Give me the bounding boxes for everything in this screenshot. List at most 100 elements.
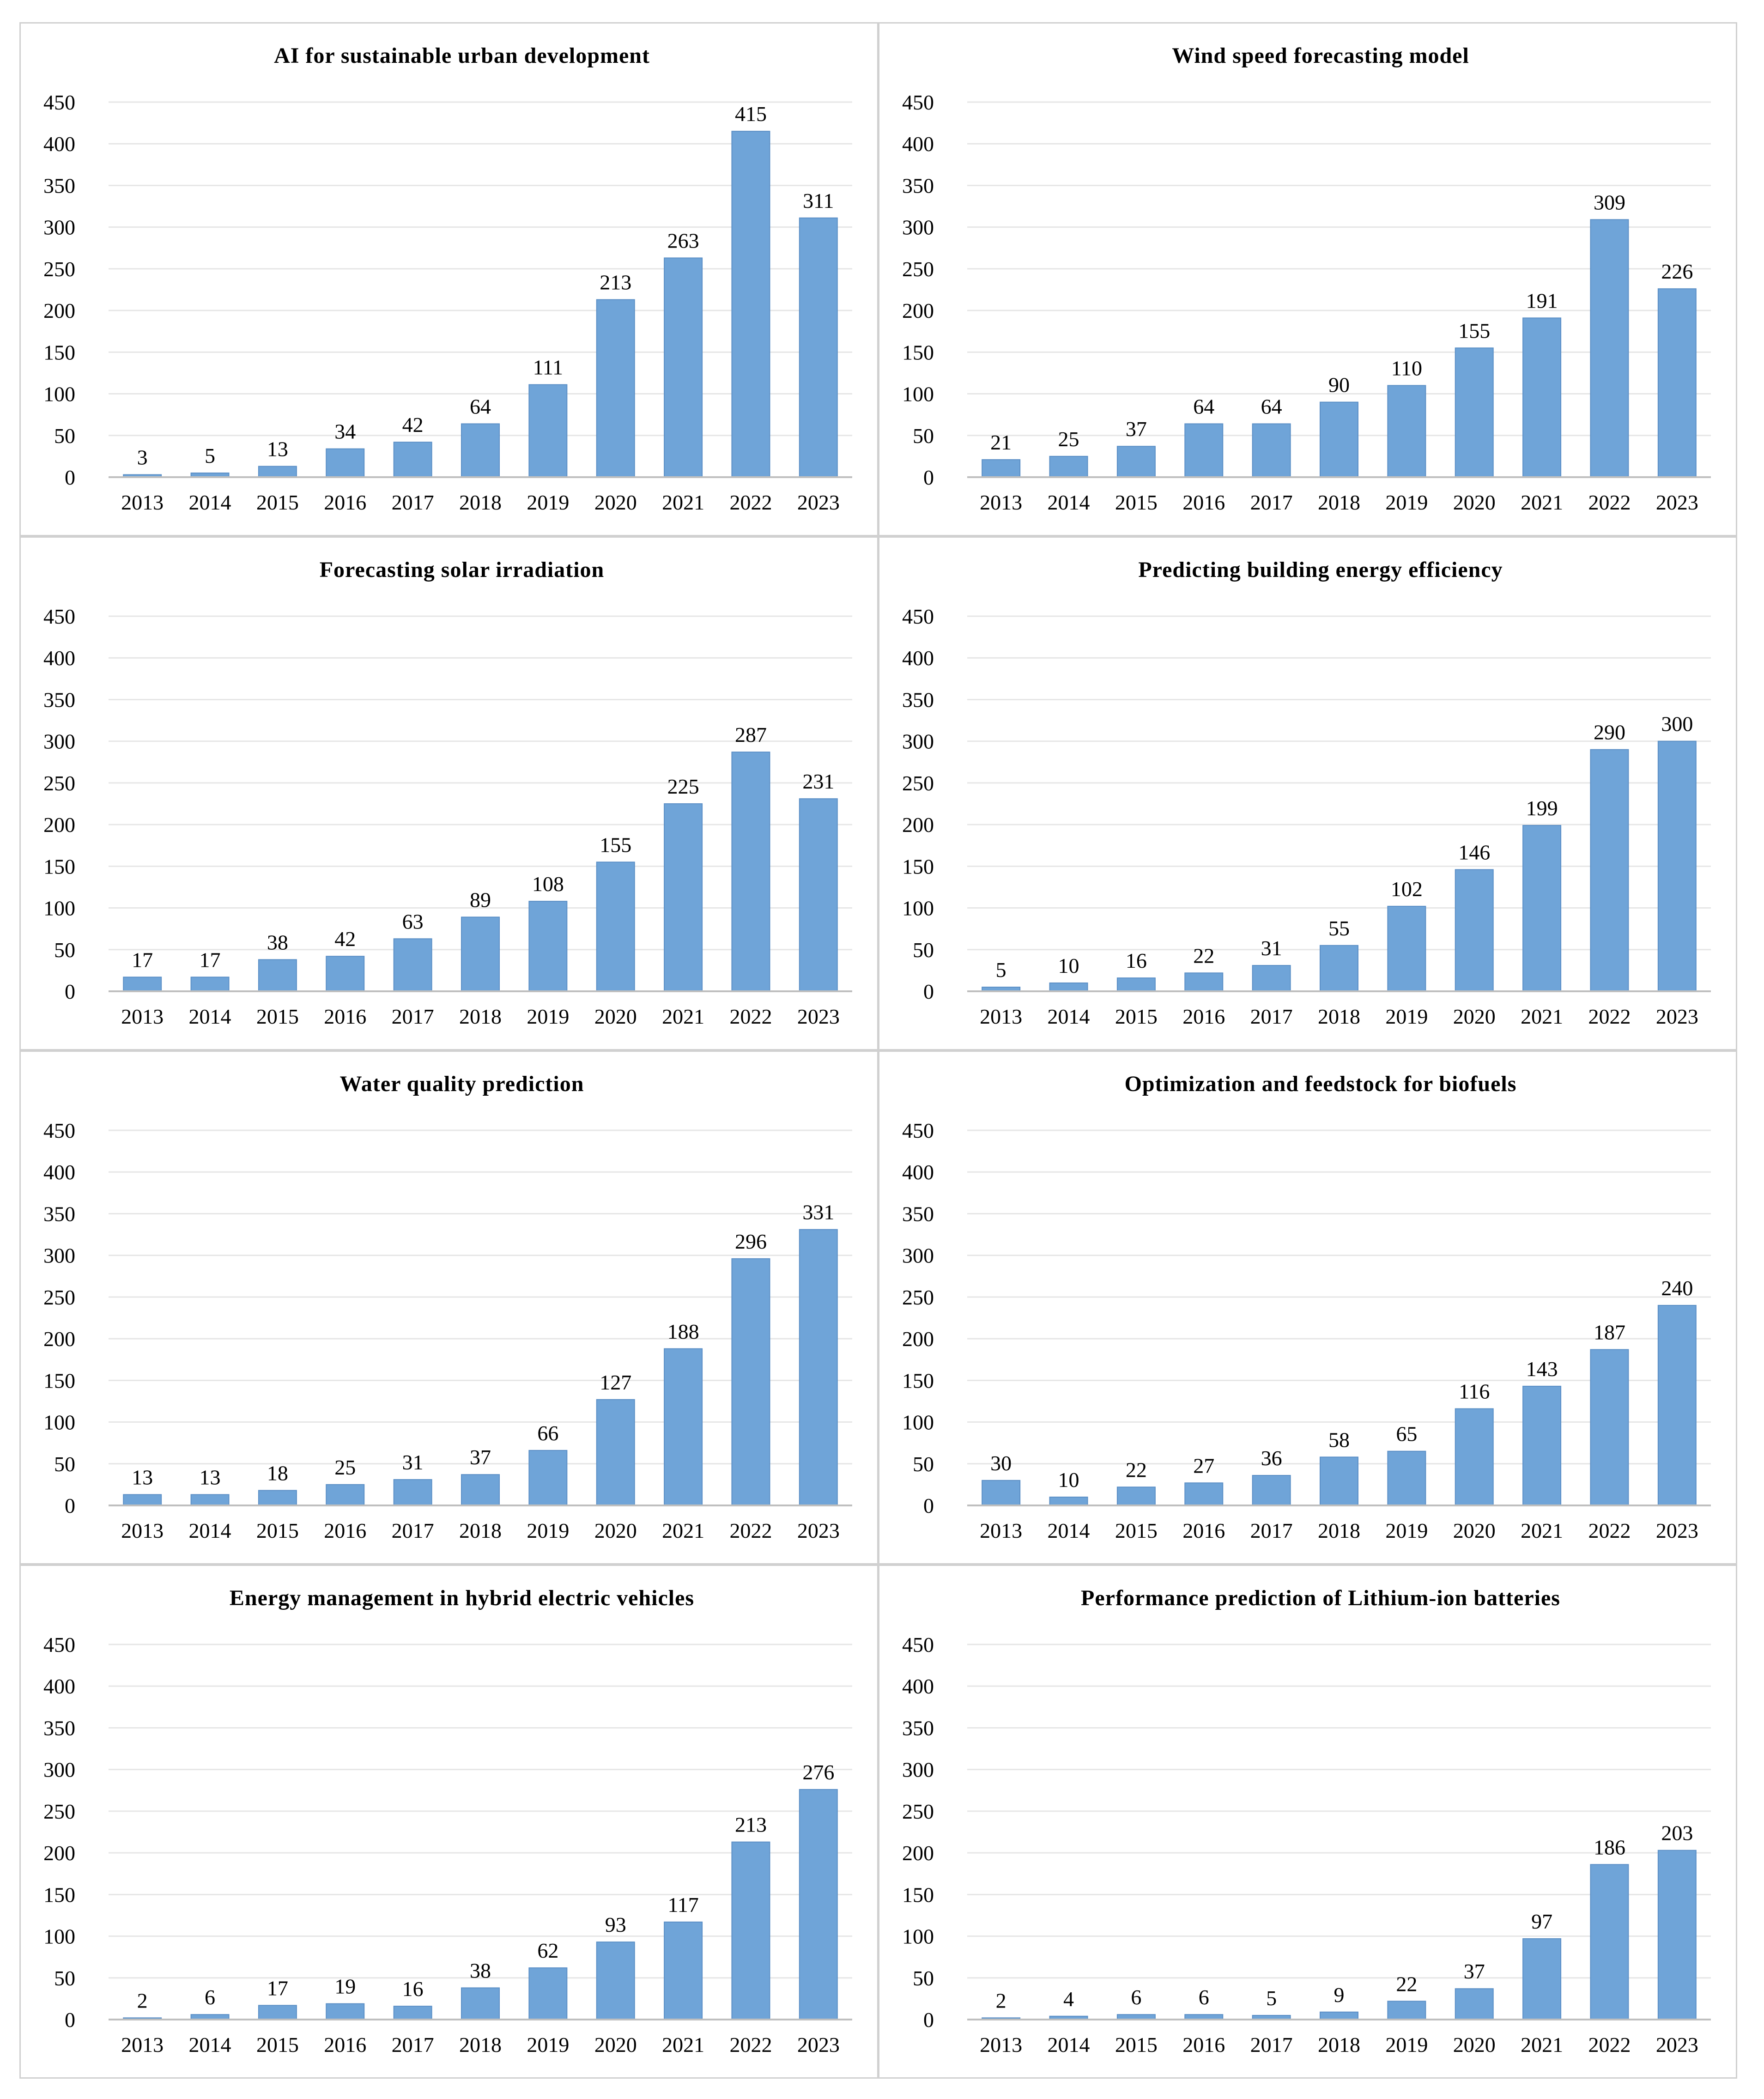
- y-tick-label: 300: [43, 1758, 75, 1782]
- data-label: 31: [402, 1450, 424, 1474]
- data-label: 117: [667, 1893, 698, 1917]
- data-label: 116: [1459, 1380, 1490, 1403]
- bar: [1387, 905, 1426, 992]
- x-tick-label: 2015: [256, 2033, 299, 2057]
- y-tick-label: 0: [923, 466, 934, 489]
- bar: [1522, 317, 1562, 478]
- data-label: 36: [1261, 1446, 1282, 1470]
- x-tick-label: 2023: [1656, 1005, 1698, 1028]
- y-tick-label: 100: [902, 1411, 934, 1434]
- x-tick-label: 2018: [1318, 1005, 1360, 1028]
- x-tick-label: 2016: [1182, 1005, 1225, 1028]
- data-label: 16: [1126, 949, 1147, 972]
- y-tick-label: 100: [902, 897, 934, 920]
- data-label: 287: [735, 723, 767, 746]
- data-label: 37: [470, 1445, 491, 1469]
- y-tick-label: 350: [902, 688, 934, 711]
- chart-panel: AI for sustainable urban development 0 50 1…: [19, 22, 879, 536]
- chart-title: Performance prediction of Lithium-ion ba…: [1081, 1586, 1560, 1610]
- x-tick-label: 2013: [980, 491, 1022, 514]
- y-tick-label: 200: [43, 813, 75, 837]
- x-tick-label: 2019: [527, 1005, 569, 1028]
- y-tick-label: 150: [902, 855, 934, 878]
- x-tick-label: 2020: [1453, 1005, 1496, 1028]
- data-label: 13: [267, 437, 288, 461]
- y-tick-label: 400: [902, 646, 934, 670]
- bar: [596, 861, 635, 992]
- bar: [1522, 1938, 1562, 2020]
- x-tick-label: 2021: [662, 1005, 704, 1028]
- data-label: 127: [600, 1371, 631, 1394]
- x-tick-label: 2022: [1588, 2033, 1631, 2057]
- bar: [664, 257, 703, 478]
- x-tick-label: 2017: [1250, 1005, 1293, 1028]
- x-tick-label: 2021: [1521, 491, 1563, 514]
- x-tick-label: 2014: [1048, 1005, 1090, 1028]
- data-label: 6: [1199, 1985, 1209, 2009]
- data-label: 226: [1661, 260, 1693, 283]
- data-label: 300: [1661, 712, 1693, 736]
- bar: [1049, 982, 1088, 992]
- bar-chart: Wind speed forecasting model 0 50 100 150 200…: [902, 43, 1711, 514]
- bar-chart: Predicting building energy efficiency 0 50…: [902, 558, 1711, 1028]
- x-tick-label: 2023: [1656, 1519, 1698, 1542]
- y-tick-label: 50: [913, 938, 934, 962]
- x-tick-label: 2015: [1115, 1519, 1158, 1542]
- data-label: 213: [735, 1813, 767, 1837]
- y-tick-label: 250: [902, 257, 934, 281]
- x-tick-label: 2019: [527, 491, 569, 514]
- bar: [1387, 2001, 1426, 2020]
- bar: [393, 442, 432, 478]
- bar: [326, 2003, 365, 2020]
- data-label: 16: [402, 1977, 424, 2001]
- x-tick-label: 2022: [729, 1519, 772, 1542]
- y-tick-label: 450: [902, 91, 934, 114]
- data-label: 276: [802, 1760, 834, 1784]
- bar: [799, 798, 838, 992]
- x-tick-label: 2016: [1182, 491, 1225, 514]
- x-tick-label: 2014: [1048, 491, 1090, 514]
- data-label: 186: [1594, 1835, 1625, 1859]
- data-label: 296: [735, 1230, 767, 1253]
- bar: [731, 1841, 770, 2020]
- y-tick-label: 150: [902, 340, 934, 364]
- chart-title: Water quality prediction: [340, 1072, 584, 1096]
- chart-title: AI for sustainable urban development: [274, 43, 650, 68]
- bar: [1320, 2011, 1358, 2020]
- bar: [1320, 1456, 1358, 1506]
- data-label: 62: [537, 1939, 558, 1962]
- y-tick-label: 350: [43, 1716, 75, 1740]
- x-tick-label: 2022: [729, 2033, 772, 2057]
- y-tick-label: 300: [902, 216, 934, 239]
- y-tick-label: 0: [923, 1494, 934, 1517]
- x-tick-label: 2016: [324, 1519, 366, 1542]
- y-tick-label: 0: [923, 2008, 934, 2032]
- x-tick-label: 2023: [797, 1519, 840, 1542]
- bar: [1252, 1475, 1291, 1506]
- y-tick-label: 250: [43, 1286, 75, 1309]
- data-label: 225: [667, 775, 699, 798]
- data-label: 89: [470, 888, 491, 911]
- y-tick-label: 100: [43, 897, 75, 920]
- y-tick-label: 450: [43, 605, 75, 628]
- x-tick-label: 2018: [1318, 2033, 1360, 2057]
- data-label: 240: [1661, 1276, 1693, 1300]
- x-tick-label: 2021: [1521, 1005, 1563, 1028]
- x-tick-label: 2017: [392, 1519, 434, 1542]
- y-tick-label: 0: [65, 466, 75, 489]
- y-tick-label: 350: [43, 174, 75, 197]
- data-label: 19: [334, 1975, 356, 1998]
- x-tick-label: 2014: [189, 1519, 231, 1542]
- x-tick-label: 2018: [459, 491, 502, 514]
- data-label: 5: [996, 958, 1006, 982]
- bar: [1590, 1864, 1629, 2020]
- y-tick-label: 100: [43, 382, 75, 406]
- data-label: 90: [1328, 373, 1350, 397]
- x-tick-label: 2020: [1453, 491, 1496, 514]
- bar-chart: Forecasting solar irradiation 0 50 100 150 20…: [43, 558, 852, 1028]
- y-tick-label: 200: [902, 1327, 934, 1351]
- y-tick-label: 150: [43, 1369, 75, 1392]
- data-label: 4: [1063, 1987, 1074, 2011]
- x-tick-label: 2015: [256, 491, 299, 514]
